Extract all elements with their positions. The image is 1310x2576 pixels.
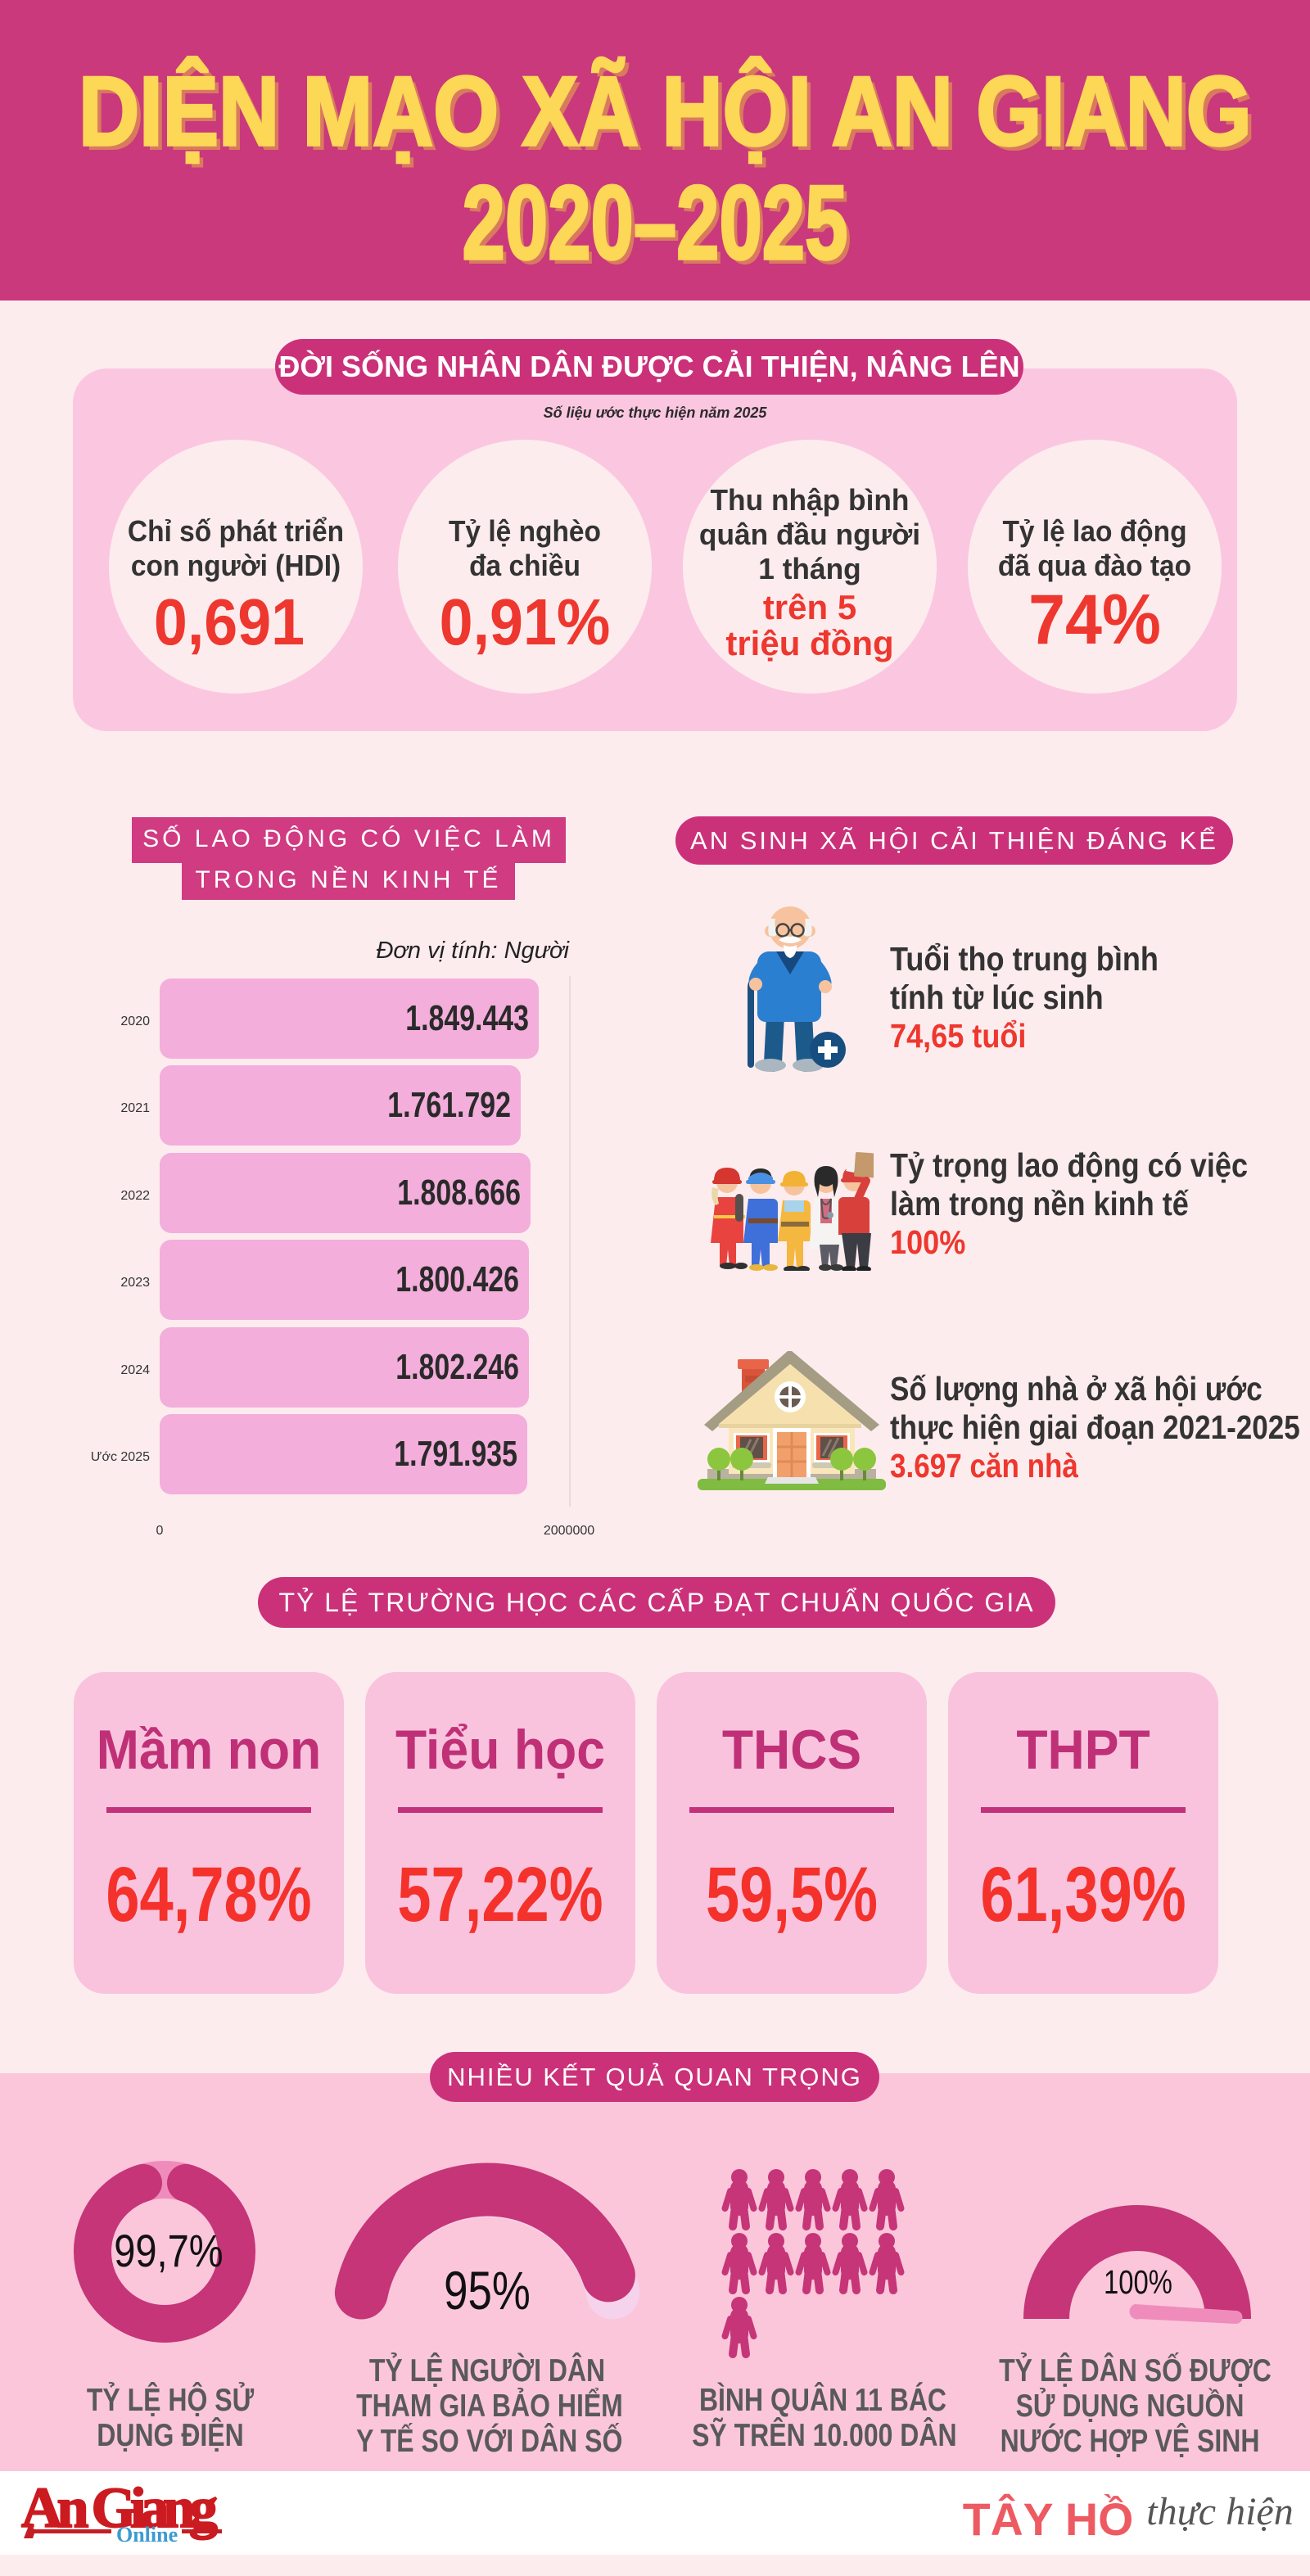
svg-text:Online: Online bbox=[116, 2523, 178, 2545]
